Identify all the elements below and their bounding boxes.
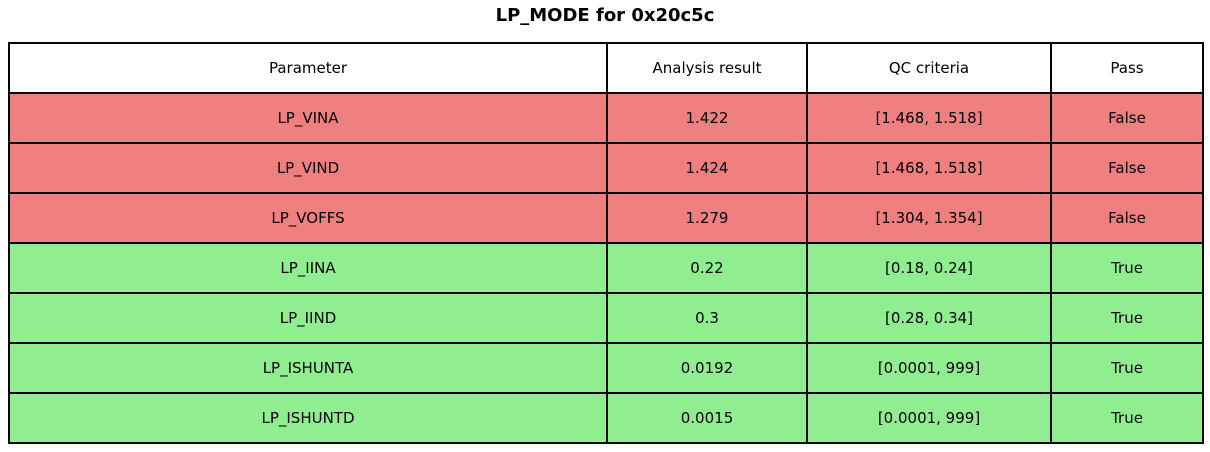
cell-pass: True [1050, 342, 1204, 394]
cell-qc-criteria: [0.28, 0.34] [806, 292, 1052, 344]
table-row: LP_ISHUNTA 0.0192 [0.0001, 999] True [8, 342, 1204, 394]
table-row: LP_VIND 1.424 [1.468, 1.518] False [8, 142, 1204, 194]
cell-analysis-result: 0.22 [606, 242, 808, 294]
table-header: Parameter Analysis result QC criteria Pa… [8, 42, 1204, 94]
cell-qc-criteria: [1.468, 1.518] [806, 92, 1052, 144]
cell-qc-criteria: [0.0001, 999] [806, 342, 1052, 394]
cell-analysis-result: 0.3 [606, 292, 808, 344]
column-header-qc-criteria: QC criteria [806, 42, 1052, 94]
cell-analysis-result: 1.279 [606, 192, 808, 244]
column-header-pass: Pass [1050, 42, 1204, 94]
cell-pass: False [1050, 92, 1204, 144]
qc-results-table: Parameter Analysis result QC criteria Pa… [8, 42, 1204, 444]
cell-analysis-result: 0.0192 [606, 342, 808, 394]
cell-qc-criteria: [0.0001, 999] [806, 392, 1052, 444]
column-header-parameter: Parameter [8, 42, 608, 94]
cell-parameter: LP_IIND [8, 292, 608, 344]
table-row: LP_IIND 0.3 [0.28, 0.34] True [8, 292, 1204, 344]
cell-parameter: LP_ISHUNTA [8, 342, 608, 394]
cell-parameter: LP_VIND [8, 142, 608, 194]
cell-pass: True [1050, 242, 1204, 294]
table-row: LP_IINA 0.22 [0.18, 0.24] True [8, 242, 1204, 294]
cell-analysis-result: 1.424 [606, 142, 808, 194]
cell-pass: True [1050, 292, 1204, 344]
table-row: LP_VOFFS 1.279 [1.304, 1.354] False [8, 192, 1204, 244]
cell-analysis-result: 1.422 [606, 92, 808, 144]
cell-parameter: LP_VOFFS [8, 192, 608, 244]
table-row: LP_VINA 1.422 [1.468, 1.518] False [8, 92, 1204, 144]
cell-parameter: LP_ISHUNTD [8, 392, 608, 444]
figure-title: LP_MODE for 0x20c5c [495, 5, 715, 26]
table-row: LP_ISHUNTD 0.0015 [0.0001, 999] True [8, 392, 1204, 444]
cell-parameter: LP_IINA [8, 242, 608, 294]
table-body: LP_VINA 1.422 [1.468, 1.518] False LP_VI… [8, 92, 1204, 444]
cell-pass: False [1050, 192, 1204, 244]
cell-parameter: LP_VINA [8, 92, 608, 144]
cell-qc-criteria: [0.18, 0.24] [806, 242, 1052, 294]
cell-qc-criteria: [1.304, 1.354] [806, 192, 1052, 244]
cell-qc-criteria: [1.468, 1.518] [806, 142, 1052, 194]
column-header-analysis-result: Analysis result [606, 42, 808, 94]
cell-pass: False [1050, 142, 1204, 194]
header-row: Parameter Analysis result QC criteria Pa… [8, 42, 1204, 94]
cell-analysis-result: 0.0015 [606, 392, 808, 444]
cell-pass: True [1050, 392, 1204, 444]
